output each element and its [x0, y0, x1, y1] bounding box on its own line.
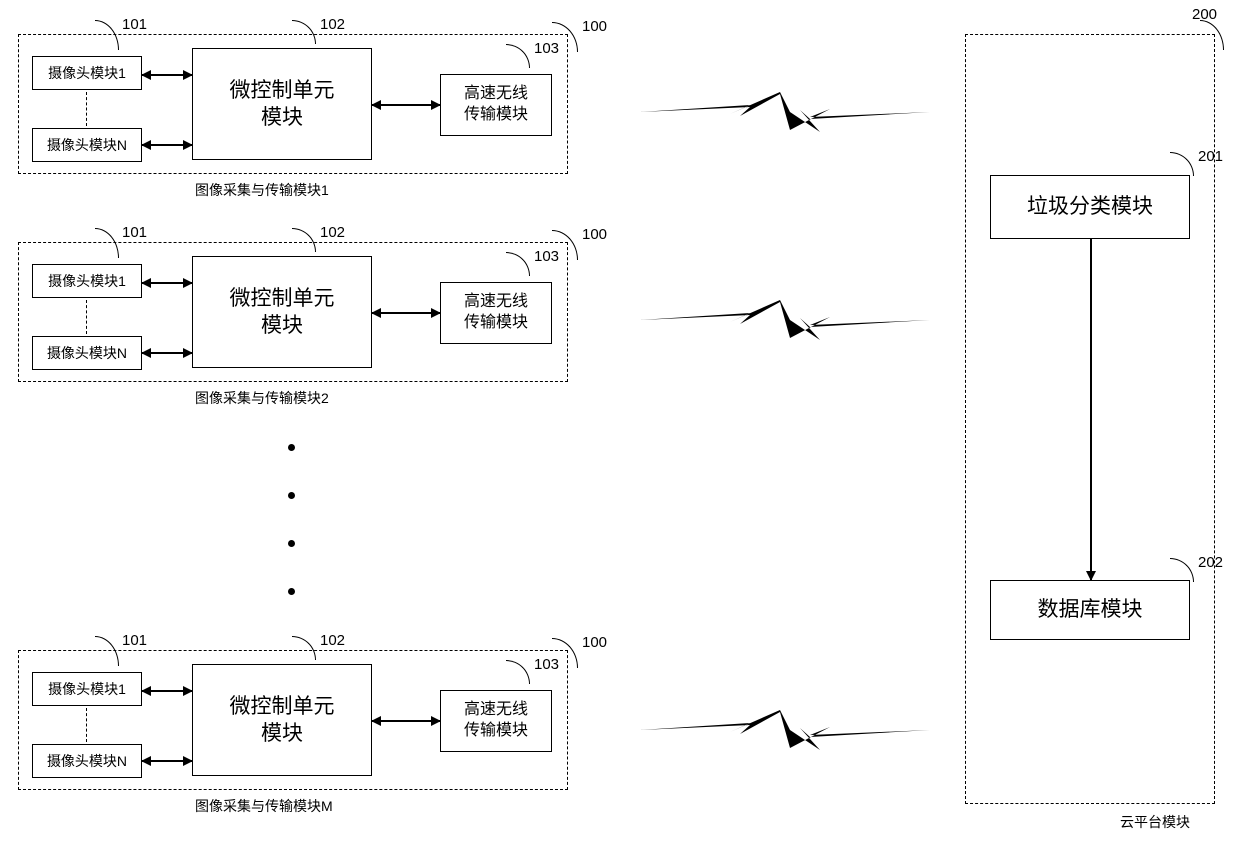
diagram-canvas: 摄像头模块1 摄像头模块N 微控制单元 模块 高速无线 传输模块 图像采集与传输… — [0, 0, 1239, 844]
leader-101-m — [95, 636, 119, 666]
arrow-cam-top-mcu-1 — [142, 74, 192, 76]
ref-101-2: 101 — [122, 224, 147, 241]
camera-ellipsis-line — [86, 92, 87, 126]
camera-ellipsis-line-m — [86, 708, 87, 742]
camera-module-1-bottom: 摄像头模块N — [32, 128, 142, 162]
ref-101-m: 101 — [122, 632, 147, 649]
acquisition-caption-1: 图像采集与传输模块1 — [195, 180, 329, 200]
wireless-icon — [640, 300, 930, 340]
ref-202: 202 — [1198, 554, 1223, 571]
ellipsis-dot — [288, 540, 295, 547]
mcu-label-l2: 模块 — [261, 720, 303, 747]
acquisition-caption-2: 图像采集与传输模块2 — [195, 388, 329, 408]
arrow-cam-bot-mcu-2 — [142, 352, 192, 354]
arrow-classifier-to-db — [1090, 239, 1092, 580]
ref-100-2: 100 — [582, 226, 607, 243]
tx-module-m: 高速无线 传输模块 — [440, 690, 552, 752]
leader-102-1 — [292, 20, 316, 44]
camera-ellipsis-line-2 — [86, 300, 87, 334]
leader-102-m — [292, 636, 316, 660]
leader-101-1 — [95, 20, 119, 50]
database-label: 数据库模块 — [1038, 596, 1143, 623]
ref-201: 201 — [1198, 148, 1223, 165]
arrow-mcu-tx-m — [372, 720, 440, 722]
tx-module-1: 高速无线 传输模块 — [440, 74, 552, 136]
ellipsis-dot — [288, 492, 295, 499]
ref-103-1: 103 — [534, 40, 559, 57]
acquisition-caption-m: 图像采集与传输模块M — [195, 796, 333, 816]
camera-module-m-top: 摄像头模块1 — [32, 672, 142, 706]
camera-label: 摄像头模块1 — [48, 64, 126, 82]
camera-label: 摄像头模块N — [47, 752, 127, 770]
ref-100-1: 100 — [582, 18, 607, 35]
camera-label: 摄像头模块N — [47, 344, 127, 362]
mcu-module-2: 微控制单元 模块 — [192, 256, 372, 368]
mcu-label-l2: 模块 — [261, 104, 303, 131]
mcu-module-m: 微控制单元 模块 — [192, 664, 372, 776]
tx-label-l1: 高速无线 — [464, 84, 528, 105]
arrow-cam-top-mcu-m — [142, 690, 192, 692]
cloud-caption: 云平台模块 — [1120, 812, 1190, 832]
leader-200 — [1200, 20, 1224, 50]
camera-label: 摄像头模块1 — [48, 272, 126, 290]
camera-label: 摄像头模块N — [47, 136, 127, 154]
ref-100-m: 100 — [582, 634, 607, 651]
ref-102-m: 102 — [320, 632, 345, 649]
arrow-mcu-tx-2 — [372, 312, 440, 314]
mcu-module-1: 微控制单元 模块 — [192, 48, 372, 160]
mcu-label-l2: 模块 — [261, 312, 303, 339]
wireless-icon — [640, 710, 930, 750]
database-module: 数据库模块 — [990, 580, 1190, 640]
wireless-icon — [640, 92, 930, 132]
leader-101-2 — [95, 228, 119, 258]
camera-label: 摄像头模块1 — [48, 680, 126, 698]
camera-module-2-top: 摄像头模块1 — [32, 264, 142, 298]
camera-module-m-bottom: 摄像头模块N — [32, 744, 142, 778]
mcu-label-l1: 微控制单元 — [230, 693, 335, 720]
garbage-classification-module: 垃圾分类模块 — [990, 175, 1190, 239]
camera-module-2-bottom: 摄像头模块N — [32, 336, 142, 370]
tx-module-2: 高速无线 传输模块 — [440, 282, 552, 344]
camera-module-1-top: 摄像头模块1 — [32, 56, 142, 90]
arrow-cam-bot-mcu-1 — [142, 144, 192, 146]
tx-label-l2: 传输模块 — [464, 105, 528, 126]
ref-101-1: 101 — [122, 16, 147, 33]
mcu-label-l1: 微控制单元 — [230, 285, 335, 312]
ellipsis-dot — [288, 588, 295, 595]
ref-103-2: 103 — [534, 248, 559, 265]
tx-label-l1: 高速无线 — [464, 292, 528, 313]
ellipsis-dot — [288, 444, 295, 451]
leader-102-2 — [292, 228, 316, 252]
ref-103-m: 103 — [534, 656, 559, 673]
classifier-label: 垃圾分类模块 — [1027, 193, 1153, 220]
tx-label-l2: 传输模块 — [464, 313, 528, 334]
arrow-mcu-tx-1 — [372, 104, 440, 106]
tx-label-l1: 高速无线 — [464, 700, 528, 721]
ref-200: 200 — [1192, 6, 1217, 23]
arrow-cam-bot-mcu-m — [142, 760, 192, 762]
arrow-cam-top-mcu-2 — [142, 282, 192, 284]
ref-102-2: 102 — [320, 224, 345, 241]
tx-label-l2: 传输模块 — [464, 721, 528, 742]
mcu-label-l1: 微控制单元 — [230, 77, 335, 104]
ref-102-1: 102 — [320, 16, 345, 33]
